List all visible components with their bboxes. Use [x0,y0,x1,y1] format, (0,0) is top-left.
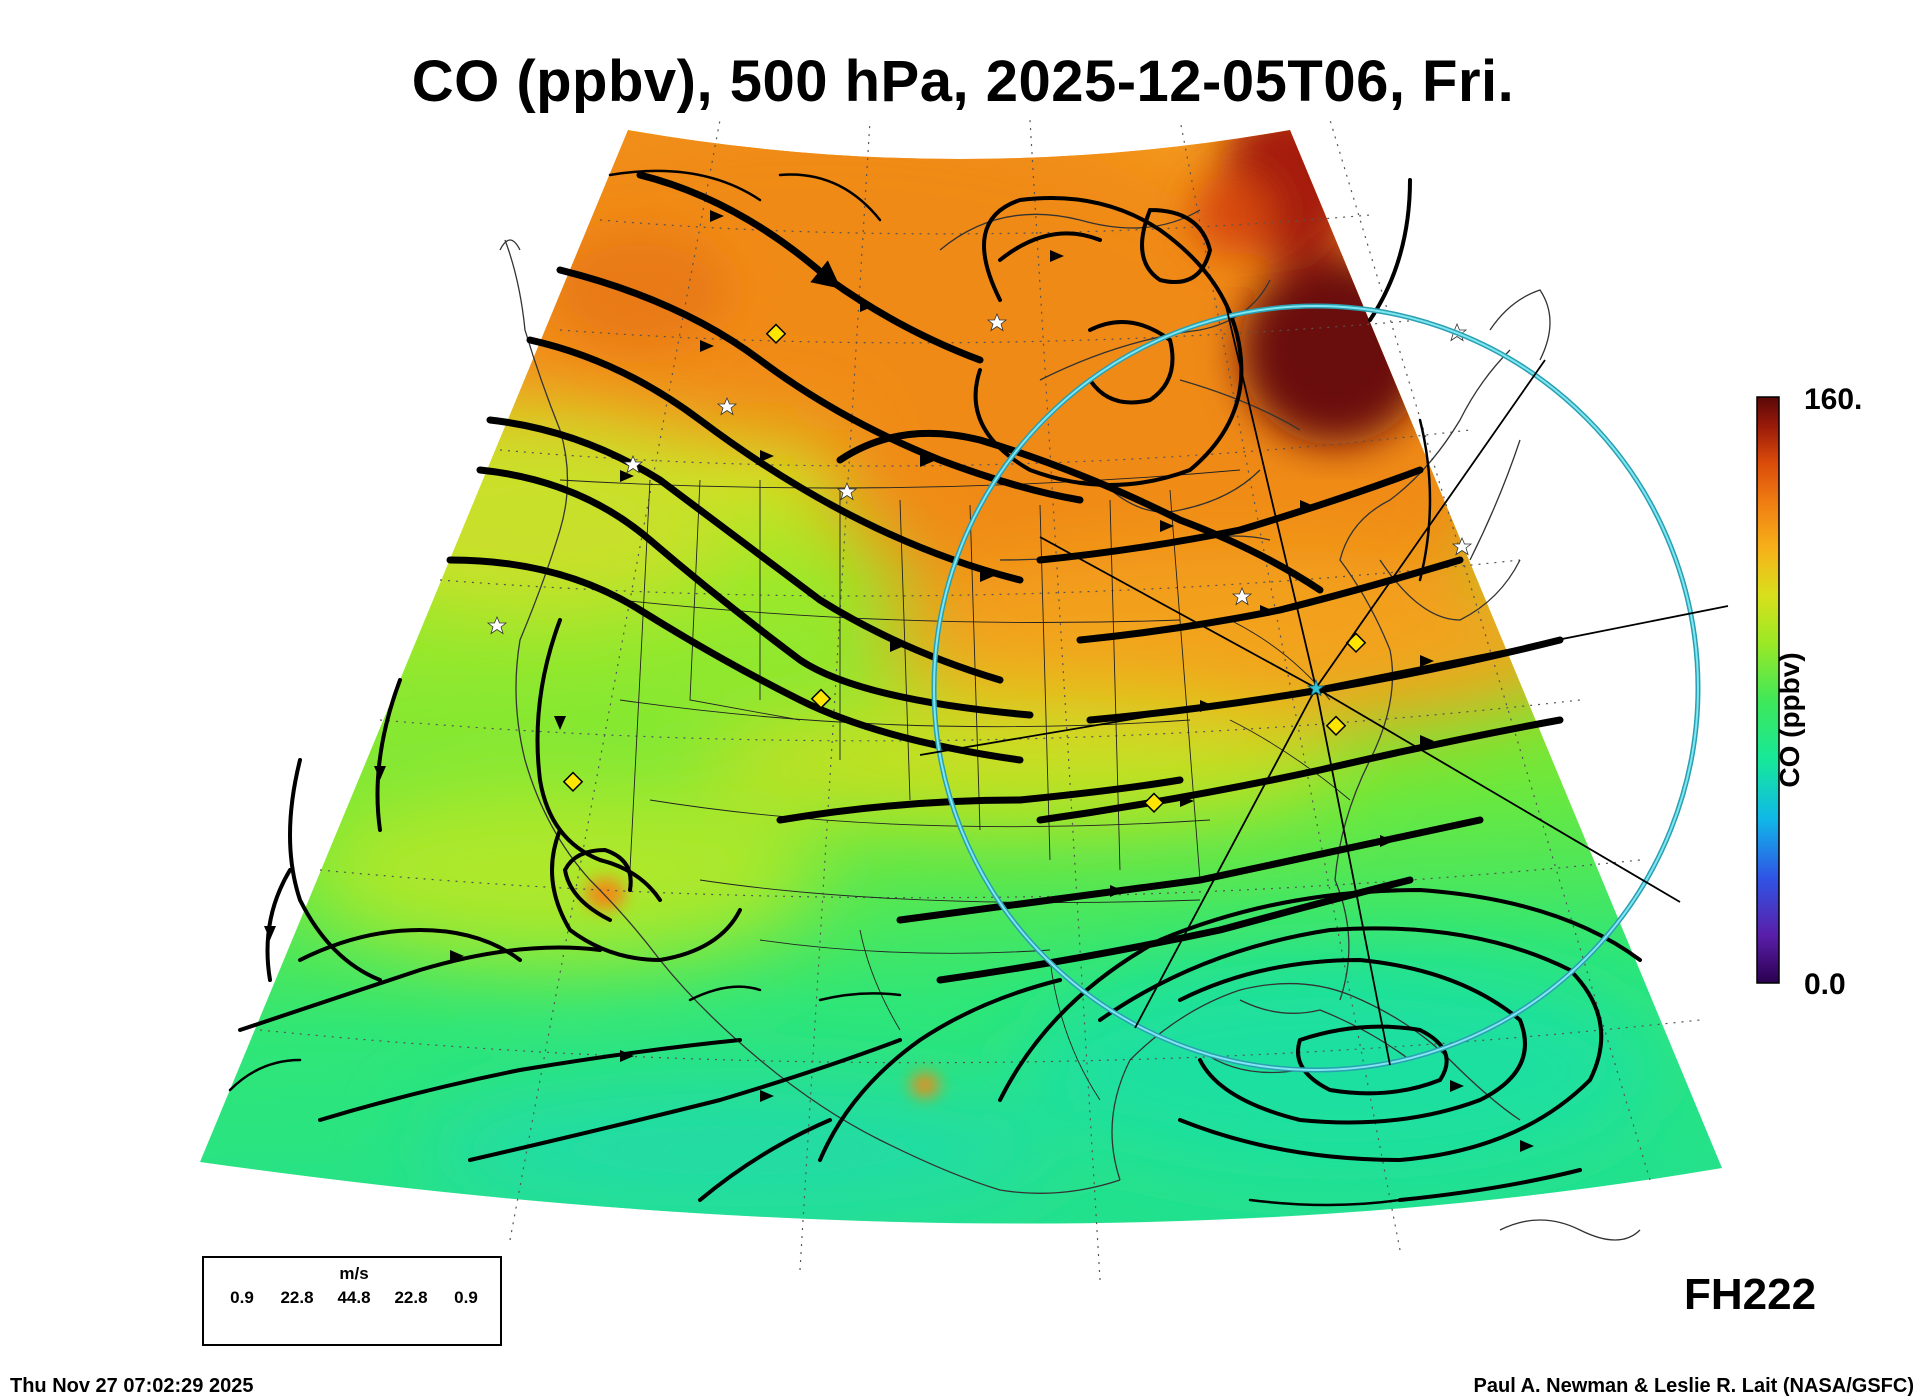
station-markers [562,323,1367,813]
colorbar-max-label: 160. [1804,383,1863,416]
star-markers [486,312,1473,635]
streamline-arrows [264,210,1534,1152]
station-marker [1143,792,1165,813]
station-marker [1325,715,1347,736]
co-field [200,130,1722,1224]
wind-legend-tick: 0.9 [230,1288,254,1307]
station-marker [810,688,832,709]
range-ring [919,303,1729,1073]
wind-legend-unit: m/s [339,1264,369,1283]
star-marker [1231,586,1253,606]
credit-line: Paul A. Newman & Leslie R. Lait (NASA/GS… [1473,1375,1914,1397]
star-marker [1451,536,1473,556]
star-marker [486,615,508,635]
generated-timestamp: Thu Nov 27 07:02:29 2025 [10,1375,254,1397]
wind-legend-tick: 22.8 [394,1288,428,1307]
graticule [259,119,1701,1281]
wind-legend-tick: 44.8 [337,1288,371,1307]
map-title: CO (ppbv), 500 hPa, 2025-12-05T06, Fri. [411,49,1515,114]
colorbar-min-label: 0.0 [1804,968,1846,1001]
star-marker [986,312,1008,332]
forecast-hour-label: FH222 [1684,1270,1817,1319]
wind-legend-tick: 0.9 [454,1288,478,1307]
star-marker [836,481,858,501]
wind-legend-tick: 22.8 [280,1288,314,1307]
star-marker [622,454,644,474]
state-borders [559,469,1351,1101]
colorbar-title: CO (ppbv) [1774,652,1805,788]
station-marker [765,323,787,344]
streamlines [228,169,1642,1207]
station-marker [562,771,584,792]
wind-speed-legend: m/s 0.9 22.8 44.8 22.8 0.9 [202,1256,502,1346]
colorbar [1756,396,1780,984]
site-marker-icon [1306,678,1326,697]
star-marker [716,396,738,416]
